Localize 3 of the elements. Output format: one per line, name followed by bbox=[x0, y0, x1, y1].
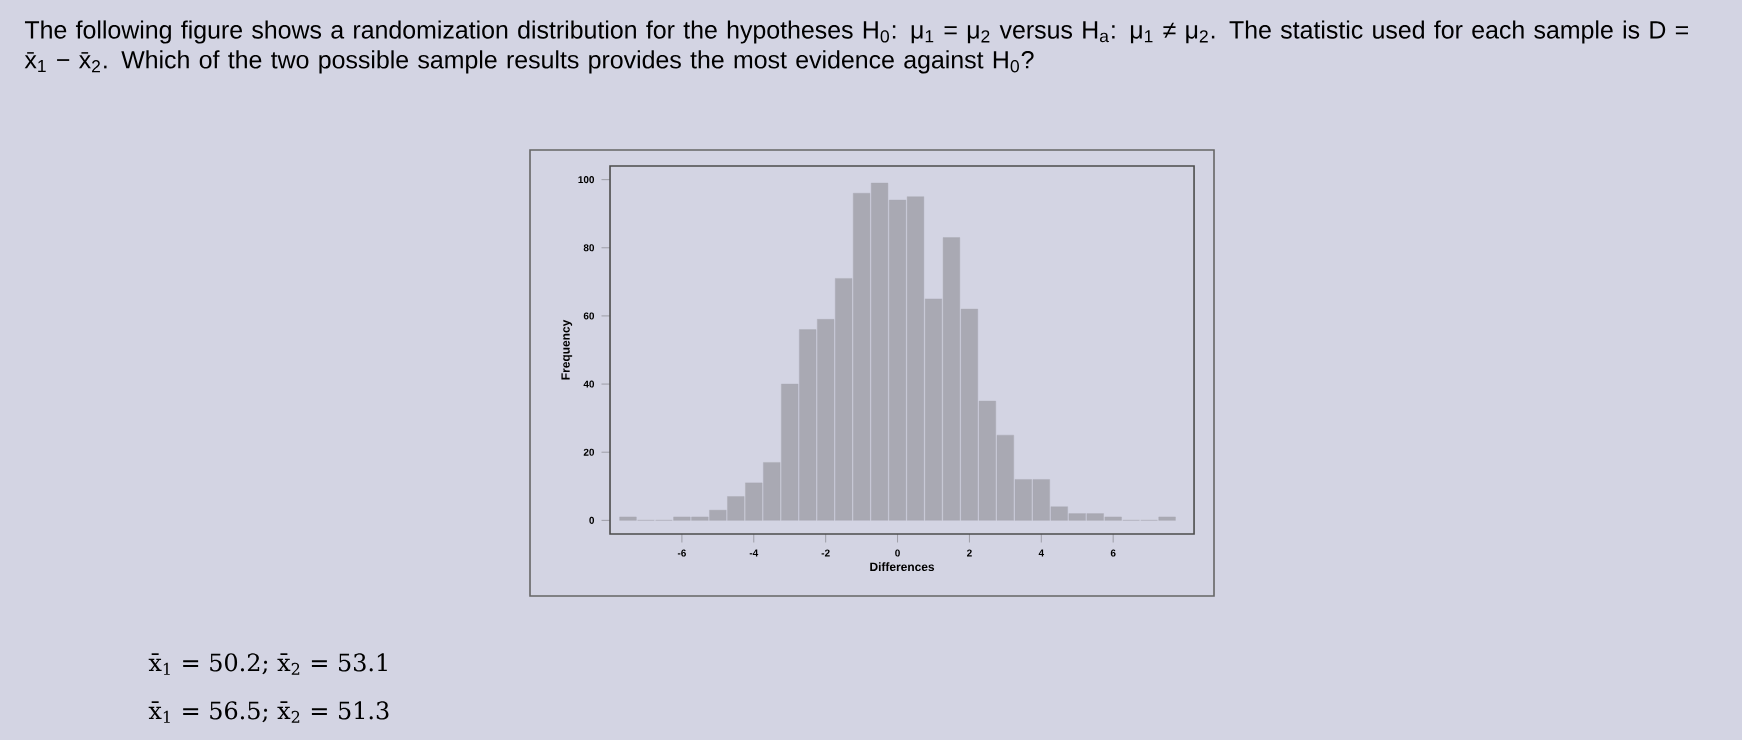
text: x̄$_{1}$ = 50.2; x̄$_{2}$ = 53.1 bbox=[148, 653, 387, 675]
text: x̄$_{1}$ = 56.5; x̄$_{2}$ = 51.3 bbox=[148, 701, 389, 723]
chart-title: The following figure shows a randomization distribution for the hypotheses H$_{0}$: μ$_{1}$ = μ$_{2}$ versus H$_{a}$: μ$_{1}$ ≠ μ$_{2}$. The statistic used for each sample is D = x̄$_{1}$ − x̄$_{2}$. Which of the two possible sample results provides the most evidence against H$_{0}$? bbox=[24, 20, 1688, 74]
